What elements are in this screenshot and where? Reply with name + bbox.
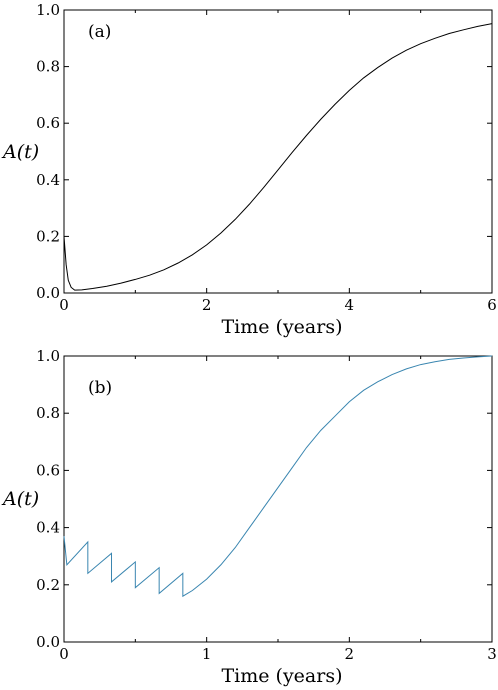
y-tick-label: 0.0 (36, 633, 60, 651)
y-axis-label: A(t) (1, 141, 39, 163)
x-tick-label: 6 (487, 296, 497, 314)
x-tick-labels: 0 1 2 3 (59, 645, 497, 663)
plot-frame (63, 355, 493, 643)
y-tick-label: 0.0 (36, 284, 60, 302)
chart-panel-b: 0.0 0.2 0.4 0.6 0.8 1.0 0 1 2 3 (b) Time (years)… (1, 347, 497, 687)
y-axis-label: A(t) (1, 488, 39, 510)
y-tick-label: 0.8 (36, 404, 60, 422)
series-line (63, 355, 493, 598)
x-tick-label: 1 (202, 645, 212, 663)
chart-panel-a: 0.0 0.2 0.4 0.6 0.8 1.0 0 2 4 6 (a) Time (years)… (1, 1, 497, 338)
panel-label: (a) (88, 22, 111, 42)
tick-marks (63, 9, 493, 294)
x-axis-label: Time (years) (221, 316, 342, 338)
x-tick-label: 0 (59, 645, 69, 663)
panel-label: (b) (88, 378, 112, 398)
x-tick-label: 2 (345, 645, 355, 663)
tick-marks (63, 355, 493, 643)
y-tick-label: 0.6 (36, 461, 60, 479)
y-tick-label: 1.0 (36, 347, 60, 365)
y-tick-labels: 0.0 0.2 0.4 0.6 0.8 1.0 (36, 1, 60, 302)
x-tick-labels: 0 2 4 6 (59, 296, 497, 314)
x-tick-label: 0 (59, 296, 69, 314)
y-tick-label: 0.8 (36, 58, 60, 76)
x-tick-label: 2 (202, 296, 212, 314)
x-axis-label: Time (years) (221, 665, 342, 687)
y-tick-label: 0.4 (36, 519, 60, 537)
series-line (63, 23, 493, 291)
y-tick-labels: 0.0 0.2 0.4 0.6 0.8 1.0 (36, 347, 60, 651)
y-tick-label: 0.2 (36, 576, 60, 594)
x-tick-label: 4 (345, 296, 355, 314)
x-tick-label: 3 (487, 645, 497, 663)
y-tick-label: 1.0 (36, 1, 60, 19)
y-tick-label: 0.2 (36, 227, 60, 245)
y-tick-label: 0.6 (36, 114, 60, 132)
plot-frame (63, 9, 493, 294)
y-tick-label: 0.4 (36, 171, 60, 189)
